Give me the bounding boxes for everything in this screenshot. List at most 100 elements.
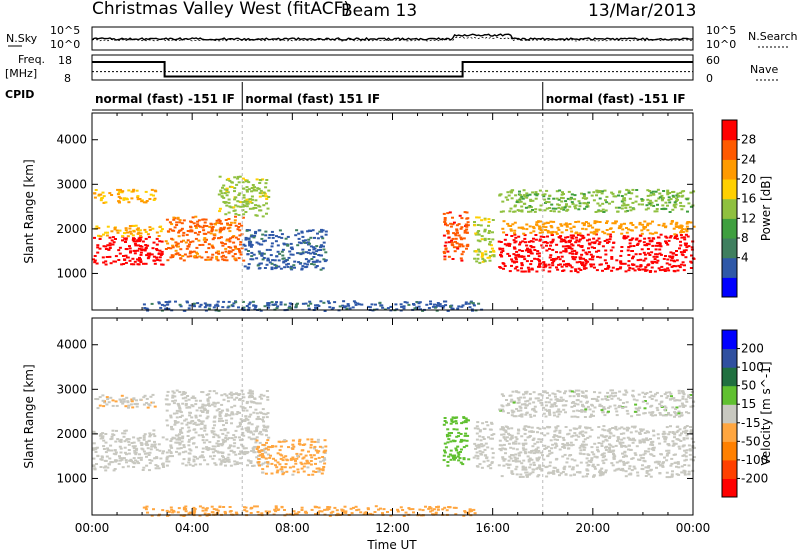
data-cell [529,232,532,234]
data-cell [185,424,188,426]
data-cell [664,255,667,257]
data-cell [689,448,692,450]
data-cell [673,400,676,402]
data-cell [218,506,221,508]
data-cell [277,244,280,246]
data-cell [600,468,603,470]
data-cell [238,436,241,438]
data-cell [308,301,311,303]
data-cell [118,202,121,204]
data-cell [156,238,159,240]
data-cell [109,397,112,399]
data-cell [576,416,579,418]
data-cell [263,395,266,397]
data-cell [124,447,127,449]
data-cell [550,210,553,212]
data-cell [570,442,573,444]
data-cell [224,465,227,467]
data-cell [309,237,312,239]
data-cell [199,505,202,507]
data-cell [297,233,300,235]
data-cell [301,236,304,238]
data-cell [200,423,203,425]
data-cell [536,431,539,433]
data-cell [459,215,462,217]
data-cell [195,446,198,448]
data-cell [166,259,169,261]
data-cell [604,250,607,252]
data-cell [287,236,290,238]
data-cell [443,424,446,426]
data-cell [586,203,589,205]
data-cell [447,438,450,440]
data-cell [217,440,220,442]
data-cell [678,411,681,413]
data-cell [262,416,265,418]
data-cell [276,305,279,307]
data-cell [597,210,600,212]
data-cell [500,211,503,213]
data-cell [574,207,577,209]
data-cell [118,455,121,457]
data-cell [303,466,306,468]
data-cell [232,452,235,454]
data-cell [508,443,511,445]
data-cell [234,463,237,465]
data-cell [218,210,221,212]
data-cell [641,204,644,206]
data-cell [626,413,629,415]
data-cell [473,258,476,260]
data-cell [380,304,383,306]
data-cell [456,429,459,431]
data-cell [614,222,617,224]
data-cell [524,449,527,451]
data-cell [305,455,308,457]
data-cell [254,232,257,234]
data-cell [252,305,255,307]
data-cell [662,225,665,227]
data-cell [169,221,172,223]
data-cell [221,443,224,445]
data-cell [120,452,123,454]
data-cell [484,251,487,253]
data-cell [526,476,529,478]
data-cell [630,192,633,194]
data-cell [324,251,327,253]
y-tick-label: 4000 [56,338,87,352]
data-cell [98,194,101,196]
data-cell [683,269,686,271]
data-cell [601,270,604,272]
data-cell [673,443,676,445]
data-cell [405,512,408,514]
data-cell [621,407,624,409]
colorbar-swatch [722,277,737,297]
data-cell [650,405,653,407]
data-cell [539,190,542,192]
data-cell [671,440,674,442]
data-cell [477,254,480,256]
data-cell [560,397,563,399]
data-cell [685,459,688,461]
data-cell [339,305,342,307]
data-cell [612,231,615,233]
data-cell [488,230,491,232]
data-cell [355,509,358,511]
data-cell [634,468,637,470]
data-cell [622,394,625,396]
data-cell [322,249,325,251]
data-cell [259,179,262,181]
data-cell [555,443,558,445]
data-cell [316,233,319,235]
data-cell [476,433,479,435]
data-cell [171,455,174,457]
data-cell [584,259,587,261]
data-cell [227,307,230,309]
data-cell [562,240,565,242]
data-cell [498,409,501,411]
data-cell [579,232,582,234]
data-cell [487,460,490,462]
data-cell [568,206,571,208]
data-cell [418,306,421,308]
data-cell [212,402,215,404]
data-cell [570,231,573,233]
